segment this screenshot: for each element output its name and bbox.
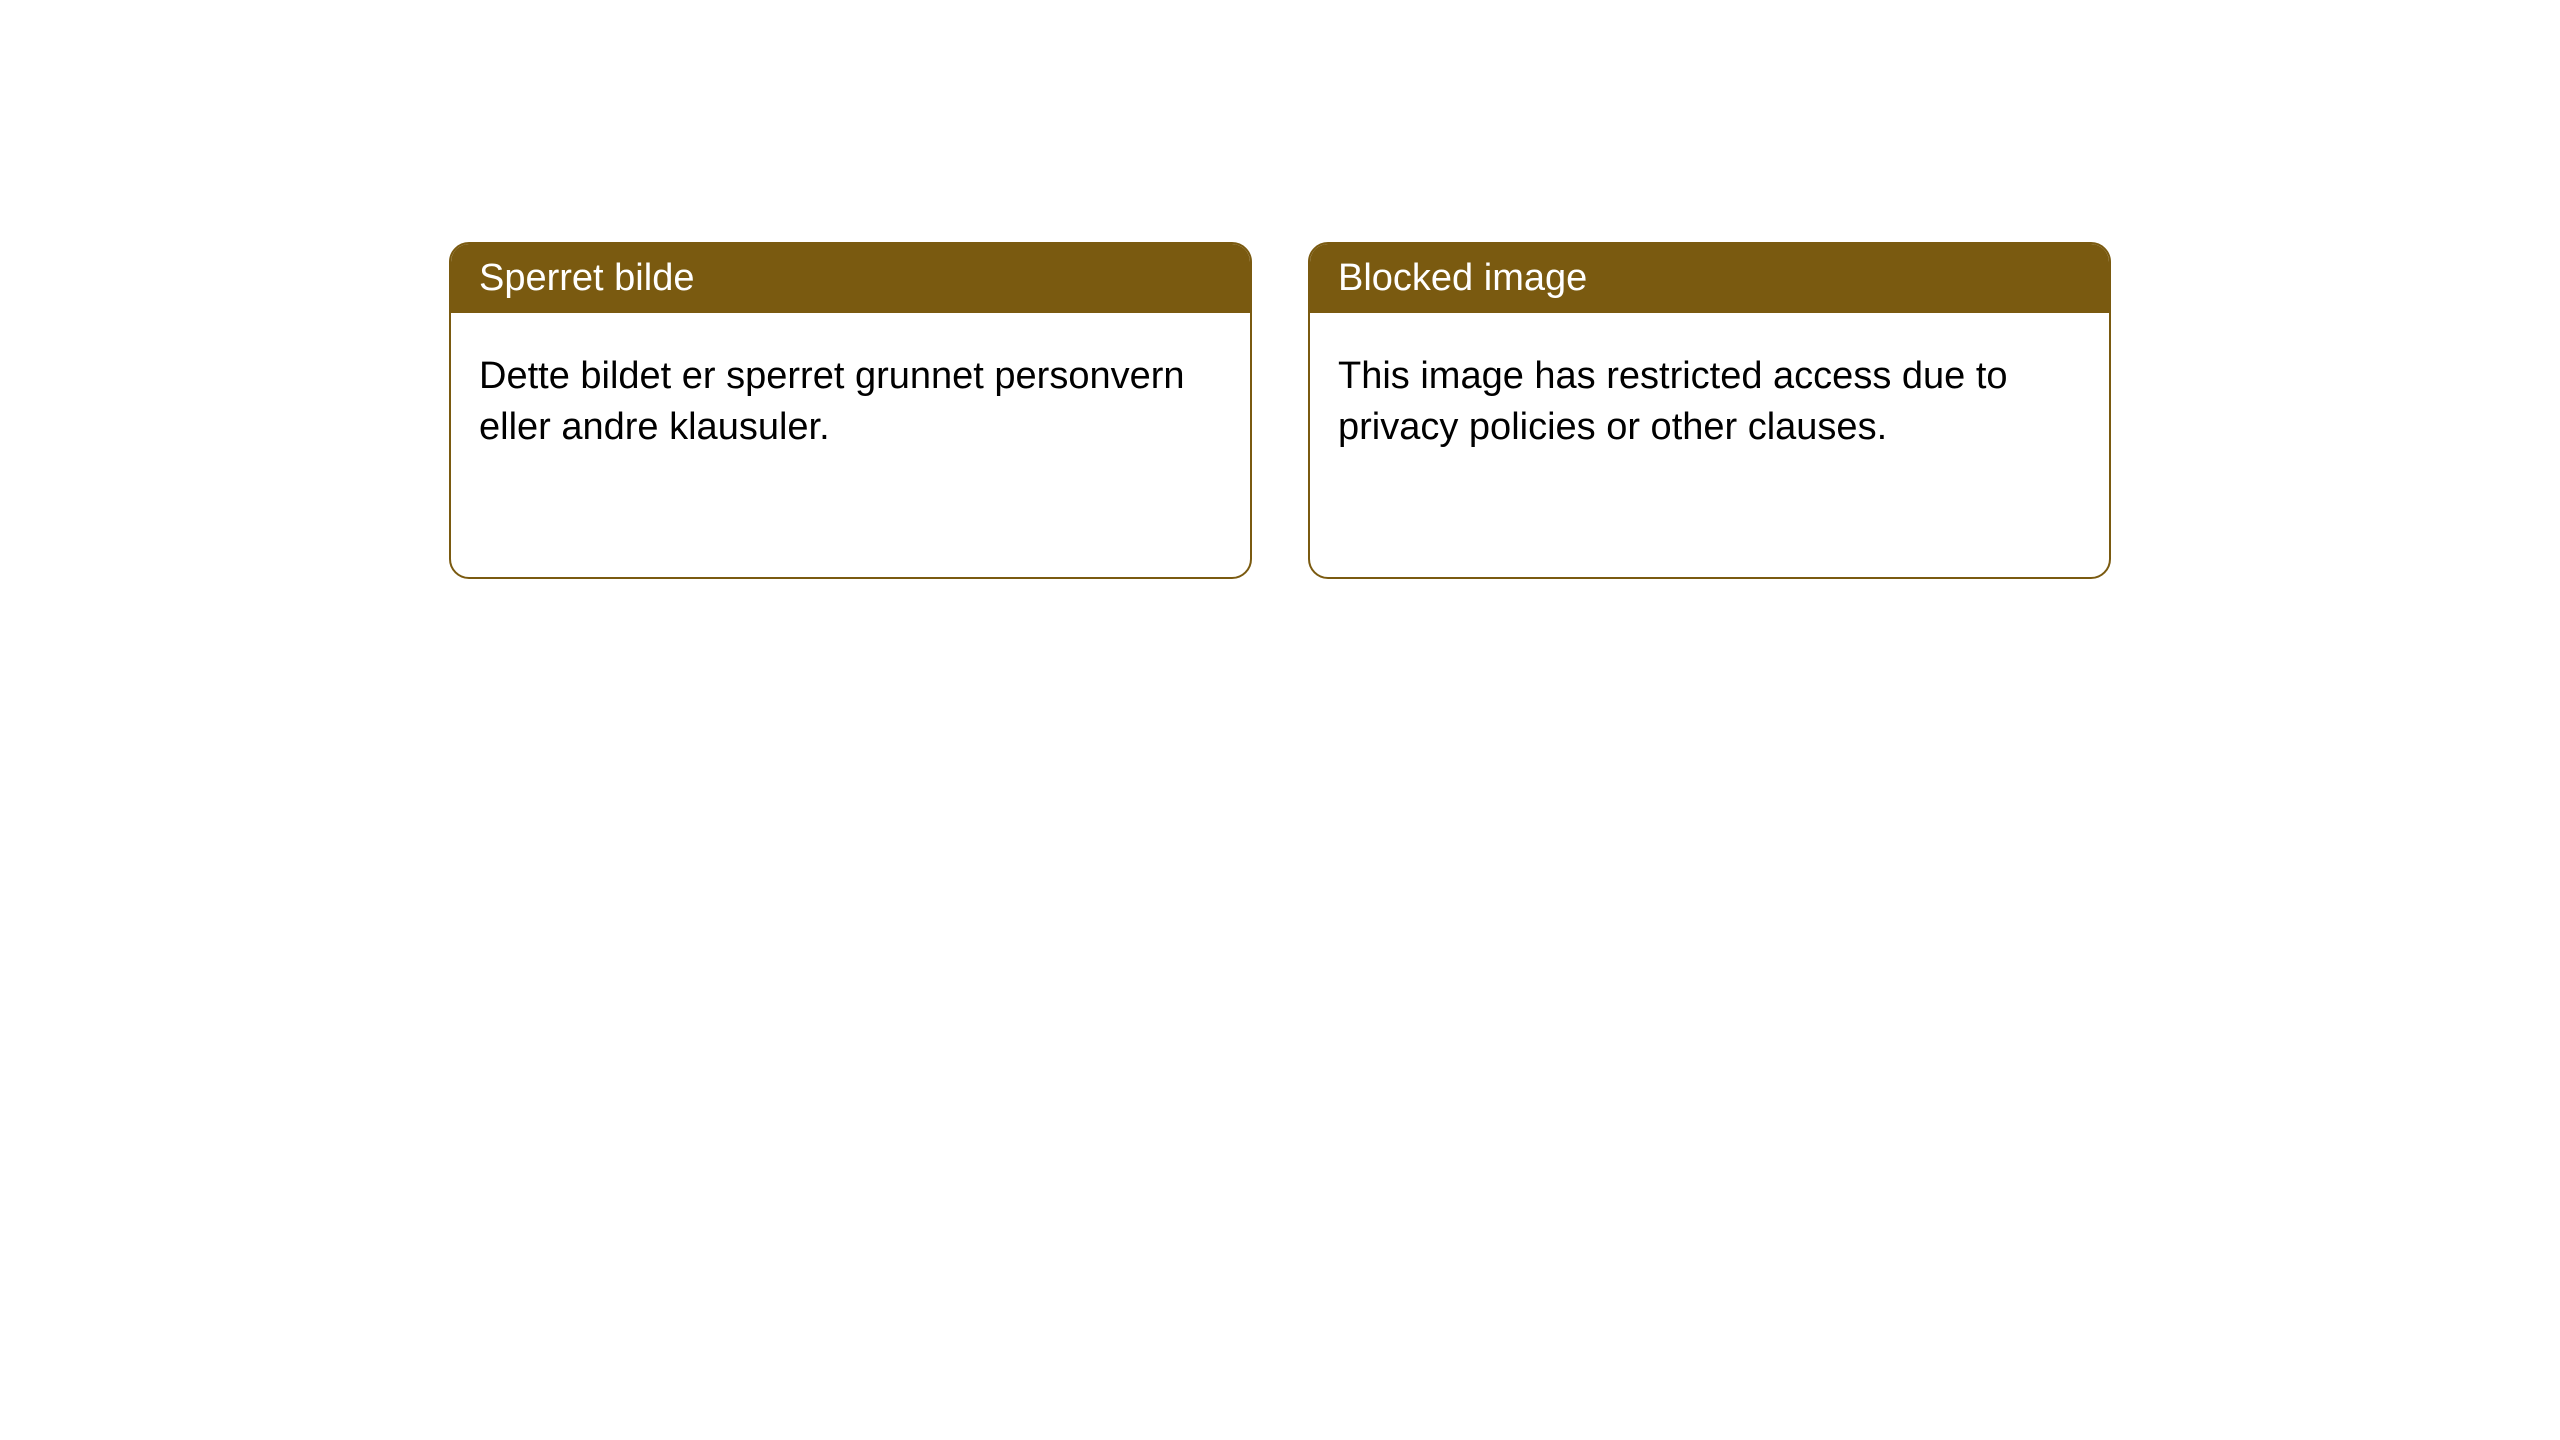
card-body: Dette bildet er sperret grunnet personve… [451, 313, 1250, 492]
card-header: Sperret bilde [451, 244, 1250, 313]
card-body-text: This image has restricted access due to … [1338, 355, 2008, 448]
notice-card-norwegian: Sperret bilde Dette bildet er sperret gr… [449, 242, 1252, 579]
card-header-text: Sperret bilde [479, 257, 694, 299]
card-body: This image has restricted access due to … [1310, 313, 2109, 492]
notice-card-english: Blocked image This image has restricted … [1308, 242, 2111, 579]
card-header-text: Blocked image [1338, 257, 1587, 299]
card-header: Blocked image [1310, 244, 2109, 313]
card-body-text: Dette bildet er sperret grunnet personve… [479, 355, 1185, 448]
notice-cards-container: Sperret bilde Dette bildet er sperret gr… [449, 242, 2111, 579]
